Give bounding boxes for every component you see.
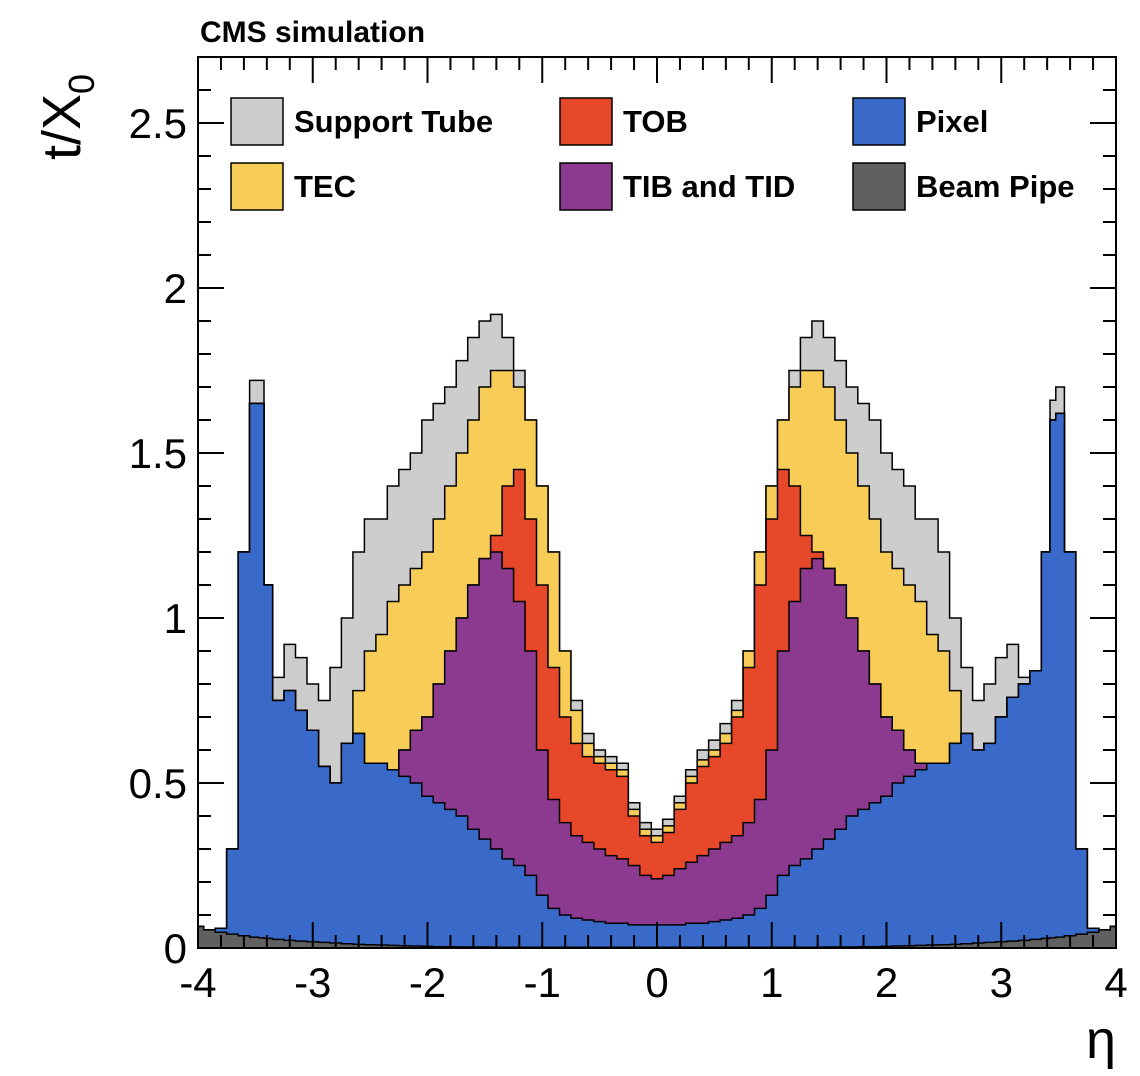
legend-label: Pixel bbox=[916, 104, 988, 139]
x-tick-labels: -4 -3 -2 -1 0 1 2 3 4 bbox=[179, 959, 1127, 1006]
y-axis-label-subscript: 0 bbox=[61, 74, 102, 94]
legend-swatch bbox=[852, 97, 906, 146]
x-tick-label: 3 bbox=[990, 959, 1013, 1006]
x-tick-label: 0 bbox=[645, 959, 668, 1006]
legend-swatch bbox=[852, 162, 906, 211]
legend-swatch bbox=[559, 162, 613, 211]
legend-entry-tob: TOB bbox=[559, 97, 688, 146]
x-tick-label: 4 bbox=[1104, 959, 1127, 1006]
y-tick-label: 0.5 bbox=[129, 760, 187, 807]
x-tick-label: -1 bbox=[524, 959, 561, 1006]
y-tick-label: 2 bbox=[164, 265, 187, 312]
legend-label: TIB and TID bbox=[623, 169, 795, 204]
stacked-series bbox=[197, 313, 1117, 949]
x-tick-label: 1 bbox=[760, 959, 783, 1006]
y-axis-label-main: t/X bbox=[32, 94, 92, 160]
legend-label: TOB bbox=[623, 104, 688, 139]
y-tick-label: 0 bbox=[164, 925, 187, 972]
y-tick-label: 1.5 bbox=[129, 430, 187, 477]
chart-title: CMS simulation bbox=[200, 16, 425, 49]
x-tick-label: -4 bbox=[179, 959, 216, 1006]
series-pixel bbox=[197, 402, 1117, 949]
y-tick-label: 1 bbox=[164, 595, 187, 642]
legend-swatch bbox=[559, 97, 613, 146]
legend: Support Tube TOB Pixel TEC TIB and TID Beam P… bbox=[230, 97, 1075, 211]
legend-label: TEC bbox=[294, 169, 356, 204]
legend-swatch bbox=[230, 162, 284, 211]
x-tick-label: -2 bbox=[409, 959, 446, 1006]
x-tick-label: 2 bbox=[875, 959, 898, 1006]
legend-entry-tec: TEC bbox=[230, 162, 356, 211]
legend-entry-pixel: Pixel bbox=[852, 97, 988, 146]
axis-ticks bbox=[197, 56, 1117, 949]
y-axis-label: t/X0 bbox=[32, 74, 102, 160]
y-tick-label: 2.5 bbox=[129, 100, 187, 147]
legend-label: Support Tube bbox=[294, 104, 493, 139]
legend-entry-support-tube: Support Tube bbox=[230, 97, 493, 146]
x-axis-label: η bbox=[1086, 1010, 1116, 1070]
x-tick-label: -3 bbox=[294, 959, 331, 1006]
y-tick-labels: 0 0.5 1 1.5 2 2.5 bbox=[129, 100, 187, 972]
legend-entry-beam-pipe: Beam Pipe bbox=[852, 162, 1075, 211]
legend-swatch bbox=[230, 97, 284, 146]
legend-label: Beam Pipe bbox=[916, 169, 1075, 204]
legend-entry-tib-and-tid: TIB and TID bbox=[559, 162, 795, 211]
